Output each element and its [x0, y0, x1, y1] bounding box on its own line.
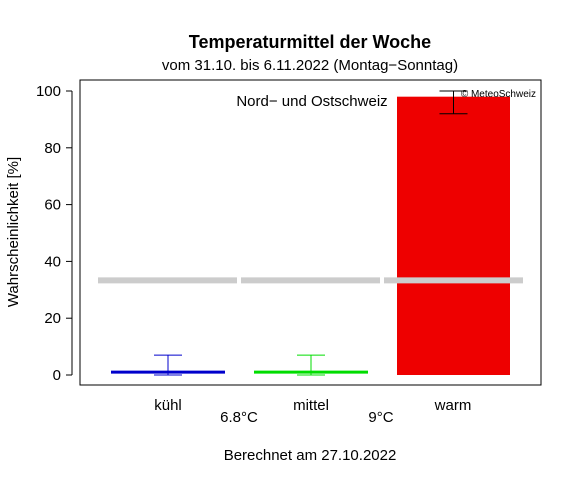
- y-tick-label-0: 0: [53, 367, 61, 384]
- x-axis-label: Berechnet am 27.10.2022: [224, 447, 397, 464]
- plot-frame: [79, 79, 542, 386]
- chart-title: Temperaturmittel der Woche: [189, 32, 431, 52]
- y-axis-label: Wahrscheinlichkeit [%]: [5, 157, 22, 307]
- threshold-label-0: 6.8°C: [220, 409, 258, 426]
- chart-subtitle: vom 31.10. bis 6.11.2022 (Montag−Sonntag…: [162, 57, 458, 74]
- bar-group: [111, 96, 510, 376]
- bar-2: [397, 96, 510, 376]
- error-bars: [154, 90, 468, 376]
- y-axis: 0 20 40 60 80 100: [36, 83, 73, 384]
- x-axis-labels: kühl mittel warm 6.8°C 9°C: [154, 397, 471, 426]
- y-tick-label-5: 100: [36, 83, 61, 100]
- y-tick-label-2: 40: [44, 253, 61, 270]
- category-label-1: mittel: [293, 397, 329, 414]
- region-label: Nord− und Ostschweiz: [236, 93, 387, 110]
- threshold-label-1: 9°C: [368, 409, 393, 426]
- category-label-2: warm: [434, 397, 472, 414]
- y-tick-label-3: 60: [44, 197, 61, 214]
- copyright-label: © MeteoSchweiz: [461, 89, 536, 100]
- y-tick-label-1: 20: [44, 310, 61, 327]
- category-label-0: kühl: [154, 397, 182, 414]
- y-tick-label-4: 80: [44, 140, 61, 157]
